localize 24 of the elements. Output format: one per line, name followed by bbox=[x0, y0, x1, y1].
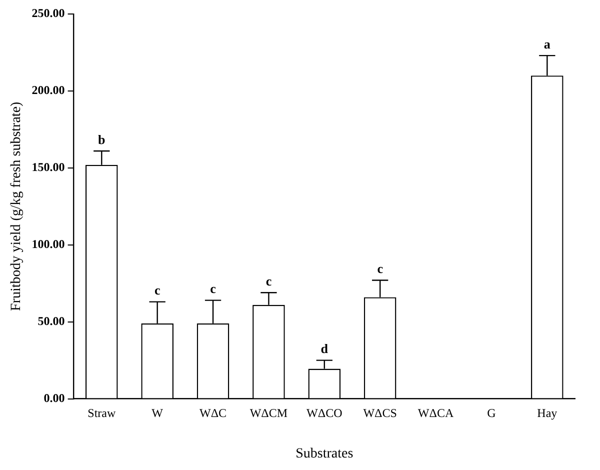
x-tick-label: WΔCS bbox=[363, 406, 397, 420]
x-tick-label: G bbox=[487, 406, 496, 420]
y-tick-label: 0.00 bbox=[44, 390, 65, 405]
x-tick-label: Hay bbox=[537, 406, 558, 420]
x-tick-label: WΔCM bbox=[250, 406, 288, 420]
annotation: c bbox=[210, 281, 216, 296]
annotation: a bbox=[544, 36, 551, 52]
x-tick-label: WΔCO bbox=[306, 406, 343, 420]
annotation: d bbox=[320, 341, 329, 356]
x-tick-label: W bbox=[152, 406, 164, 420]
y-tick-label: 100.00 bbox=[32, 236, 65, 251]
x-tick-label: Straw bbox=[88, 406, 116, 420]
annotation: c bbox=[154, 282, 160, 298]
y-axis-title: Fruitbody yield (g/kg fresh substrate) bbox=[9, 101, 24, 311]
x-tick-label: WΔC bbox=[200, 406, 227, 420]
annotation: b bbox=[98, 132, 106, 147]
y-tick-label: 250.00 bbox=[32, 6, 65, 20]
y-tick-label: 200.00 bbox=[32, 83, 65, 98]
x-tick-label: WΔCA bbox=[418, 406, 454, 420]
y-tick-label: 150.00 bbox=[32, 160, 65, 174]
annotation: c bbox=[377, 261, 384, 276]
y-tick-label: 50.00 bbox=[38, 314, 65, 328]
x-axis-title: Substrates bbox=[296, 446, 354, 462]
annotation: c bbox=[266, 273, 272, 288]
